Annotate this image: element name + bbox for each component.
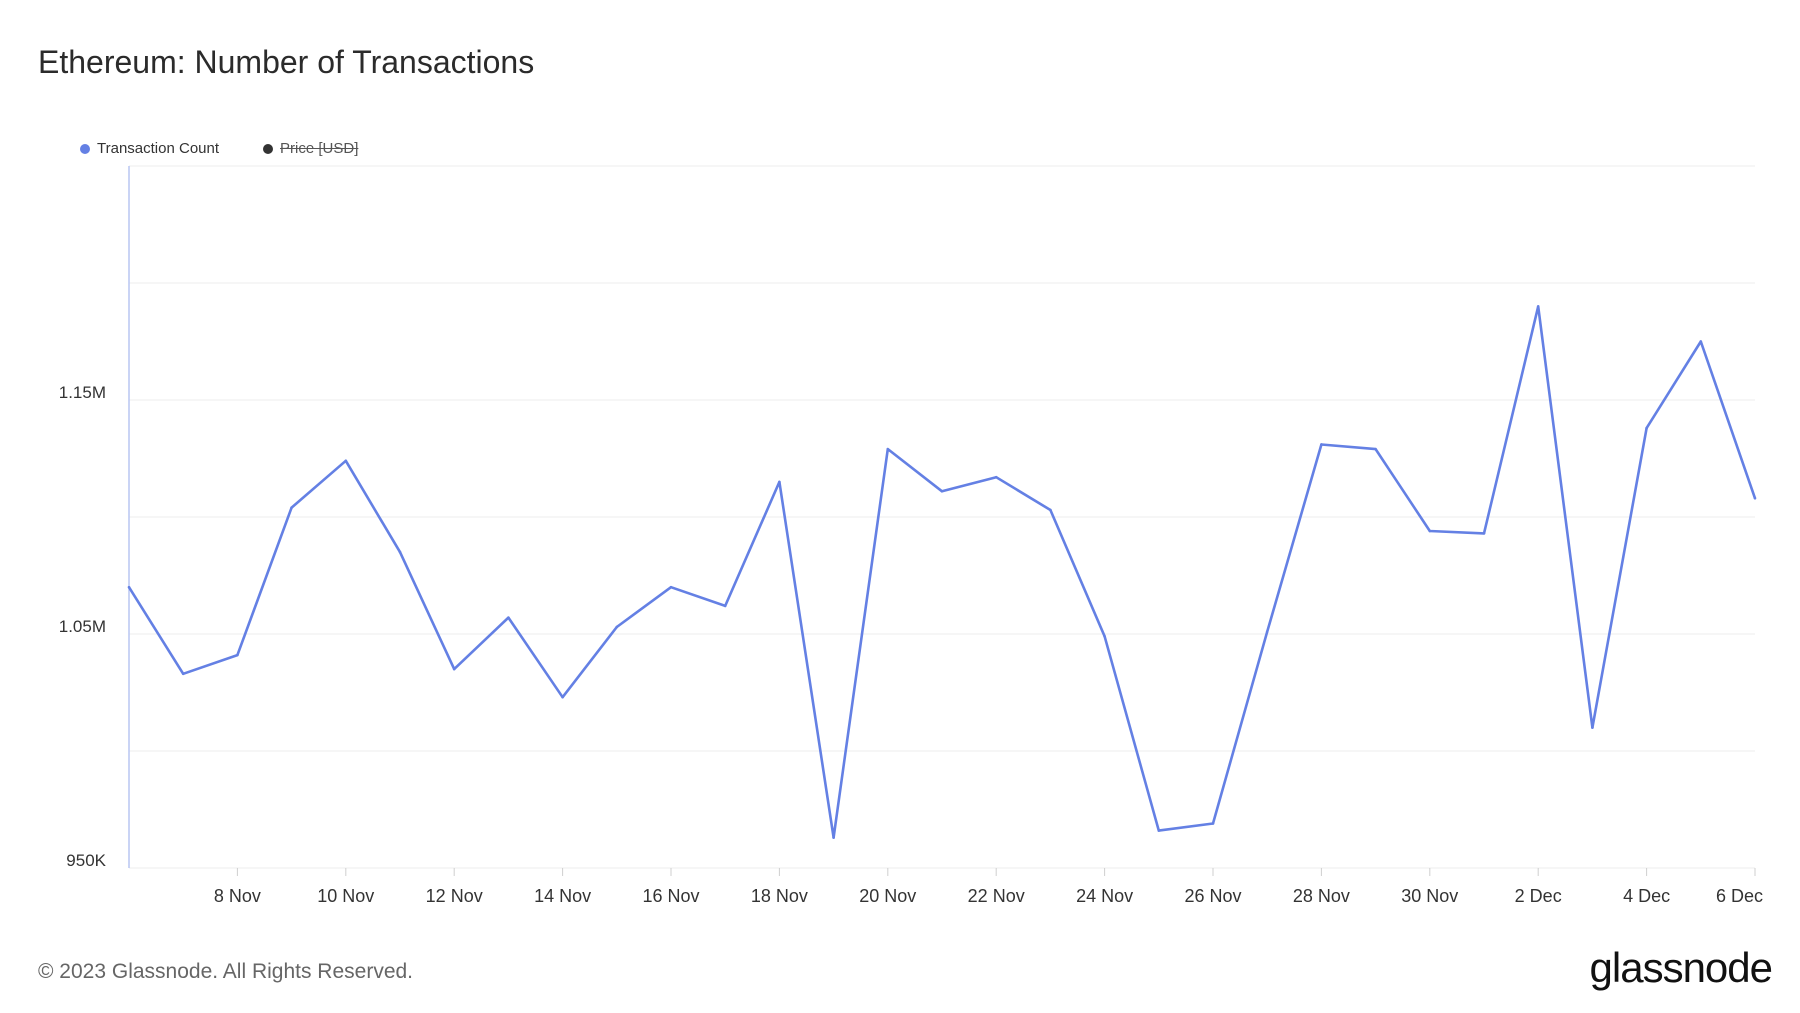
data-point: [669, 585, 673, 589]
data-point: [398, 550, 402, 554]
series-line-transaction-count: [127, 305, 1757, 839]
x-tick-label: 30 Nov: [1401, 886, 1458, 906]
legend: Transaction Count Price [USD]: [80, 140, 358, 157]
legend-dot-price: [263, 143, 274, 154]
data-point: [1699, 340, 1703, 343]
data-point: [1482, 532, 1486, 535]
data-point: [452, 667, 456, 671]
legend-item-transaction-count[interactable]: Transaction Count: [80, 140, 219, 157]
legend-label-price: Price [USD]: [280, 140, 359, 157]
x-tick-label: 28 Nov: [1293, 886, 1350, 906]
data-point: [1753, 496, 1757, 500]
data-point: [886, 447, 890, 451]
data-point: [1049, 508, 1052, 512]
chart-title: Ethereum: Number of Transactions: [38, 44, 535, 80]
data-point: [1103, 635, 1106, 638]
data-point: [344, 459, 348, 463]
y-tick-label: 1.05M: [59, 617, 106, 636]
data-point: [561, 695, 564, 699]
data-point: [290, 506, 293, 509]
y-tick-label: 1.15M: [59, 383, 106, 402]
data-point: [940, 489, 944, 493]
x-tick-label: 20 Nov: [859, 886, 916, 906]
x-tick-label: 24 Nov: [1076, 886, 1133, 906]
legend-label-transaction-count: Transaction Count: [97, 140, 220, 157]
x-tick-label: 26 Nov: [1184, 886, 1241, 906]
data-point: [1536, 305, 1540, 308]
x-tick-label: 16 Nov: [642, 886, 699, 906]
legend-item-price[interactable]: Price [USD]: [263, 140, 358, 157]
data-point: [1157, 829, 1161, 832]
y-tick-label: 950K: [66, 851, 106, 870]
data-point: [1374, 447, 1377, 451]
data-point: [1211, 822, 1215, 825]
data-point: [181, 672, 185, 676]
data-point: [832, 836, 835, 839]
data-point: [615, 625, 619, 629]
data-point: [1320, 443, 1323, 446]
data-point: [127, 585, 131, 589]
data-point: [507, 616, 510, 619]
x-tick-label: 4 Dec: [1623, 886, 1670, 906]
x-tick-label: 18 Nov: [751, 886, 808, 906]
x-tick-label: 14 Nov: [534, 886, 591, 906]
x-tick-label: 12 Nov: [426, 886, 483, 906]
x-tick-label: 10 Nov: [317, 886, 374, 906]
data-point: [723, 604, 727, 608]
data-point: [778, 480, 781, 484]
data-point: [236, 653, 239, 657]
data-point: [1591, 726, 1594, 729]
legend-dot-transaction-count: [80, 143, 90, 154]
data-point: [1645, 426, 1648, 430]
glassnode-logo: glassnode: [1589, 944, 1773, 991]
data-point: [1428, 529, 1432, 533]
x-tick-label: 6 Dec: [1716, 886, 1763, 906]
copyright-text: © 2023 Glassnode. All Rights Reserved.: [38, 960, 414, 983]
x-tick-label: 8 Nov: [214, 886, 261, 906]
data-point: [1265, 630, 1269, 633]
data-point: [994, 475, 998, 479]
x-tick-label: 2 Dec: [1515, 886, 1562, 906]
x-tick-label: 22 Nov: [968, 886, 1025, 906]
